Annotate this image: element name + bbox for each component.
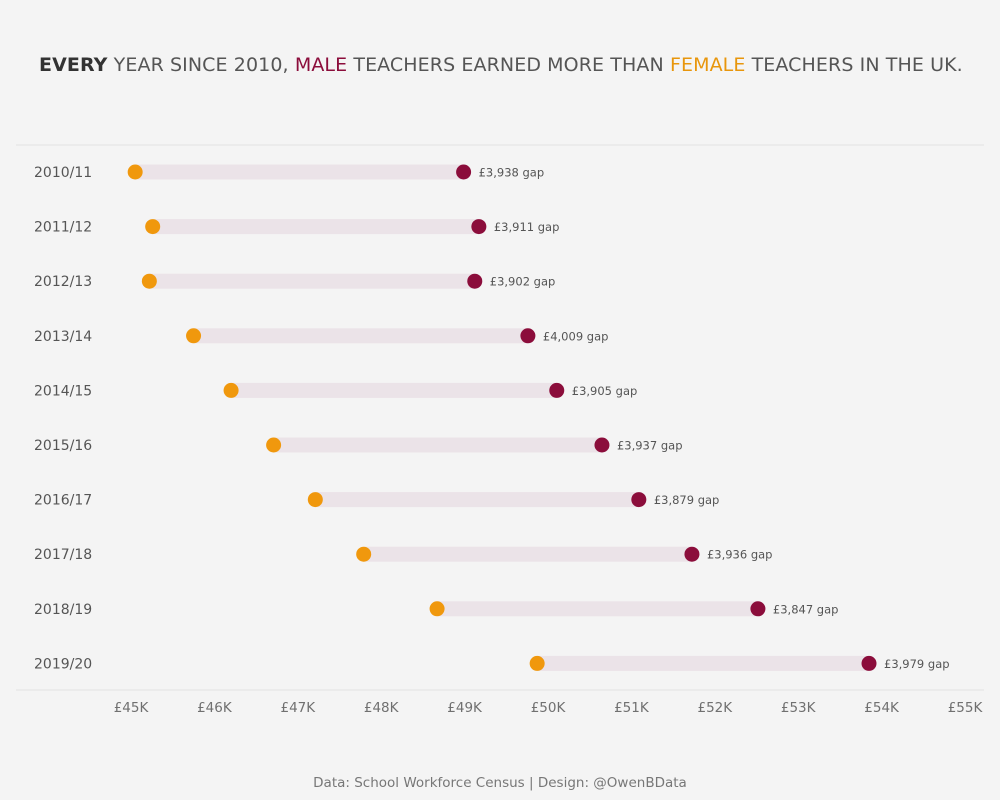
male-dot	[456, 164, 472, 180]
x-tick-label: £50K	[531, 700, 567, 716]
title-male-keyword: MALE	[294, 54, 348, 76]
female-dot	[266, 437, 282, 453]
x-tick-label: £47K	[280, 700, 316, 716]
male-dot	[631, 492, 647, 508]
gap-label: £3,938 gap	[479, 166, 545, 180]
x-tick-label: £45K	[114, 700, 150, 716]
y-tick-label: 2018/19	[34, 602, 92, 618]
y-tick-label: 2013/14	[34, 329, 92, 345]
gap-label: £3,937 gap	[617, 439, 683, 453]
male-dot	[467, 273, 483, 289]
female-dot	[186, 328, 202, 344]
female-dot	[529, 655, 545, 671]
male-dot	[684, 546, 700, 562]
y-tick-label: 2012/13	[34, 274, 92, 290]
x-tick-label: £51K	[614, 700, 650, 716]
title-text-3: TEACHERS IN THE UK.	[745, 54, 963, 76]
male-dot	[594, 437, 610, 453]
male-dot	[520, 328, 536, 344]
male-dot	[471, 219, 487, 235]
female-dot	[145, 219, 161, 235]
gap-bar	[315, 492, 639, 508]
gap-label: £4,009 gap	[543, 329, 609, 343]
female-dot	[141, 273, 157, 289]
gap-bar	[231, 382, 557, 398]
male-dot	[750, 601, 766, 617]
x-tick-label: £49K	[447, 700, 483, 716]
y-tick-label: 2010/11	[34, 165, 92, 181]
y-tick-label: 2016/17	[34, 493, 92, 509]
title-every: EVERY	[39, 54, 108, 76]
gap-bar	[537, 655, 870, 671]
gap-label: £3,902 gap	[490, 275, 556, 289]
x-tick-label: £48K	[364, 700, 400, 716]
title-text-1: YEAR SINCE 2010,	[107, 54, 295, 76]
female-dot	[429, 601, 445, 617]
gap-bar	[437, 601, 758, 617]
gap-bar	[193, 328, 528, 344]
y-tick-label: 2014/15	[34, 383, 92, 399]
gap-bar	[149, 273, 475, 289]
chart-title: EVERY YEAR SINCE 2010, MALE TEACHERS EAR…	[39, 54, 963, 76]
female-dot	[127, 164, 143, 180]
gap-bar	[135, 164, 464, 180]
y-tick-label: 2015/16	[34, 438, 92, 454]
x-tick-label: £54K	[864, 700, 900, 716]
gap-bar	[273, 437, 602, 453]
x-tick-label: £53K	[781, 700, 817, 716]
footer-credits: Data: School Workforce Census | Design: …	[313, 775, 687, 791]
gap-label: £3,979 gap	[884, 657, 950, 671]
female-dot	[223, 382, 239, 398]
y-tick-label: 2017/18	[34, 547, 92, 563]
gap-label: £3,905 gap	[572, 384, 638, 398]
y-tick-label: 2019/20	[34, 656, 92, 672]
male-dot	[549, 382, 565, 398]
title-female-keyword: FEMALE	[669, 54, 746, 76]
gap-label: £3,911 gap	[494, 220, 560, 234]
female-dot	[356, 546, 372, 562]
gap-label: £3,936 gap	[707, 548, 773, 562]
gap-label: £3,879 gap	[654, 493, 720, 507]
gap-bar	[152, 219, 479, 235]
male-dot	[861, 655, 877, 671]
title-text-2: TEACHERS EARNED MORE THAN	[347, 54, 670, 76]
x-tick-label: £52K	[697, 700, 733, 716]
y-tick-label: 2011/12	[34, 220, 92, 236]
x-tick-label: £46K	[197, 700, 233, 716]
gap-bar	[363, 546, 692, 562]
female-dot	[307, 492, 323, 508]
gap-label: £3,847 gap	[773, 602, 839, 616]
x-tick-label: £55K	[948, 700, 984, 716]
